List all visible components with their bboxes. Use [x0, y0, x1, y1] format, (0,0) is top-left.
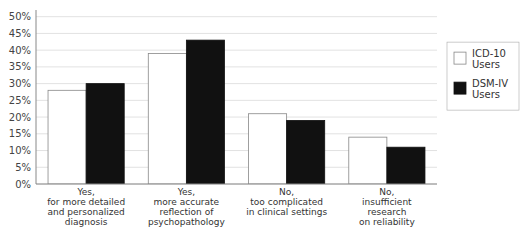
- legend-label: DSM-IVUsers: [472, 78, 508, 100]
- bar: [86, 84, 124, 184]
- legend-label-line: ICD-10: [472, 48, 506, 59]
- grid-line: [36, 50, 437, 51]
- legend-label: ICD-10Users: [472, 48, 506, 70]
- y-tick-label: 45%: [9, 28, 31, 39]
- y-tick-label: 0%: [15, 179, 31, 190]
- grid-line: [36, 33, 437, 34]
- bar: [48, 90, 86, 184]
- legend-label-line: Users: [472, 59, 500, 70]
- grid-line: [36, 66, 437, 67]
- grid-line: [36, 184, 437, 185]
- x-tick-label: No,too complicatedin clinical settings: [246, 187, 327, 217]
- x-tick-label-line: Yes,: [76, 187, 94, 197]
- x-axis: [36, 184, 437, 185]
- x-tick-label: No,insufficientresearchon reliability: [359, 187, 415, 227]
- bar: [287, 120, 325, 184]
- legend-swatch: [454, 52, 466, 64]
- y-tick-label: 35%: [9, 61, 31, 72]
- x-tick-label-line: more accurate: [154, 197, 220, 207]
- x-tick-label-line: Yes,: [177, 187, 195, 197]
- y-tick-label: 15%: [9, 128, 31, 139]
- bar: [249, 114, 287, 184]
- y-tick-label: 30%: [9, 78, 31, 89]
- x-tick-label: Yes,more accuratereflection ofpsychopath…: [148, 187, 226, 227]
- x-tick-label-line: No,: [379, 187, 394, 197]
- y-axis: [36, 10, 37, 184]
- x-tick-label-line: and personalized: [48, 207, 125, 217]
- x-tick-label-line: for more detailed: [47, 197, 125, 207]
- x-tick-label-line: diagnosis: [65, 217, 108, 227]
- y-tick-label: 40%: [9, 45, 31, 56]
- bar: [186, 40, 224, 184]
- x-tick-label-line: reflection of: [159, 207, 214, 217]
- legend-frame: [447, 42, 519, 110]
- x-tick-label-line: research: [367, 207, 406, 217]
- x-tick-label-line: No,: [279, 187, 294, 197]
- x-tick-label-line: in clinical settings: [246, 207, 327, 217]
- y-tick-label: 25%: [9, 95, 31, 106]
- y-tick-label: 5%: [15, 162, 31, 173]
- x-tick-label-line: insufficient: [362, 197, 412, 207]
- bar: [387, 147, 425, 184]
- legend-label-line: Users: [472, 89, 500, 100]
- bar: [349, 137, 387, 184]
- y-tick-label: 50%: [9, 11, 31, 22]
- x-tick-label-line: on reliability: [359, 217, 415, 227]
- y-tick-label: 20%: [9, 112, 31, 123]
- bar: [148, 54, 186, 185]
- legend-swatch: [454, 82, 466, 94]
- grid-line: [36, 16, 437, 17]
- background: [0, 0, 529, 234]
- legend: ICD-10UsersDSM-IVUsers: [447, 42, 519, 110]
- chart: 0%5%10%15%20%25%30%35%40%45%50%Yes,for m…: [0, 0, 529, 234]
- legend-label-line: DSM-IV: [472, 78, 508, 89]
- bars: [48, 40, 425, 184]
- y-tick-label: 10%: [9, 145, 31, 156]
- x-tick-label-line: psychopathology: [148, 217, 226, 227]
- x-tick-label-line: too complicated: [250, 197, 323, 207]
- x-tick-label: Yes,for more detailedand personalizeddia…: [47, 187, 125, 227]
